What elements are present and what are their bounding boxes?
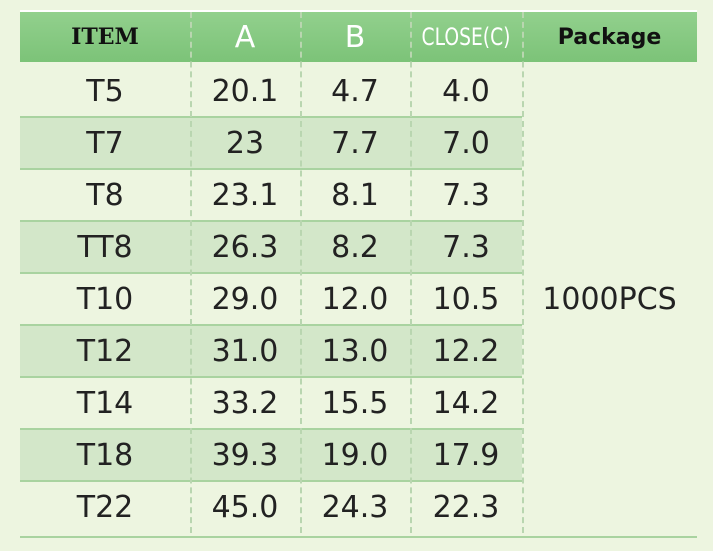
row-divider [20,376,522,378]
table-cell: 7.7 [331,125,379,161]
header-cell: B [344,19,366,55]
column-divider [522,12,524,533]
row-divider [20,324,522,326]
table-cell: 31.0 [211,333,279,369]
column-divider [410,12,412,533]
table-cell: 13.0 [321,333,389,369]
header-bg [20,12,697,62]
header-cell: CLOSE(C) [421,23,511,51]
table-cell: 45.0 [211,489,279,525]
table-cell: 23 [225,125,265,161]
table-cell: T7 [86,125,124,161]
table-cell: T14 [76,385,134,421]
table-cell: 26.3 [211,229,279,265]
table-cell: 7.3 [442,229,490,265]
table-cell: 15.5 [321,385,389,421]
table-cell: T10 [76,281,134,317]
row-divider [20,428,522,430]
top-border [20,10,697,12]
table-cell: T22 [76,489,134,525]
table-cell: 7.0 [442,125,490,161]
row-shade [20,117,522,169]
header-cell: Package [557,24,662,50]
row-divider [20,272,522,274]
column-divider [300,12,302,533]
table-cell: T18 [76,437,134,473]
table-cell: 22.3 [432,489,500,525]
table-cell: 4.7 [331,73,379,109]
row-shade [20,429,522,481]
table-cell: 14.2 [432,385,500,421]
table-cell: 12.2 [432,333,500,369]
table-cell: 29.0 [211,281,279,317]
row-divider [20,168,522,170]
header-cell: ITEM [71,24,139,50]
row-shade [20,221,522,273]
row-divider [20,480,522,482]
table-cell: T8 [86,177,124,213]
table-cell: 7.3 [442,177,490,213]
table-cell: 4.0 [442,73,490,109]
package-cell: 1000PCS [542,281,677,317]
column-divider [190,12,192,533]
table-cell: 17.9 [432,437,500,473]
table-cell: 8.2 [331,229,379,265]
table-cell: TT8 [77,229,133,265]
table-cell: T12 [76,333,134,369]
table-cell: 10.5 [432,281,500,317]
table-cell: 8.1 [331,177,379,213]
header-cell: A [234,19,256,55]
table-cell: 33.2 [211,385,279,421]
table-cell: 12.0 [321,281,389,317]
table-cell: 19.0 [321,437,389,473]
table-cell: 39.3 [211,437,279,473]
table-cell: 24.3 [321,489,389,525]
row-shade [20,325,522,377]
table-cell: 20.1 [211,73,279,109]
table-cell: T5 [86,73,124,109]
row-divider [20,116,522,118]
bottom-border [20,536,697,538]
row-divider [20,220,522,222]
table-cell: 23.1 [211,177,279,213]
